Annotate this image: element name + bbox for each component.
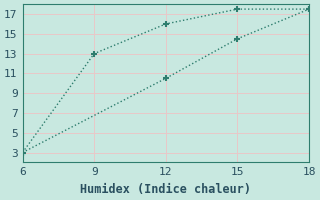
X-axis label: Humidex (Indice chaleur): Humidex (Indice chaleur) (80, 183, 251, 196)
